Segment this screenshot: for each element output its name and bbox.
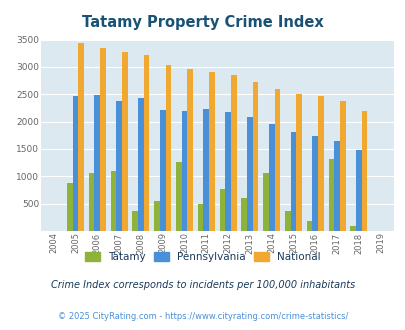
Bar: [339, 101, 345, 231]
Bar: [350, 225, 355, 231]
Bar: [230, 75, 236, 231]
Bar: [72, 96, 78, 231]
Legend: Tatamy, Pennsylvania, National: Tatamy, Pennsylvania, National: [81, 248, 324, 266]
Bar: [361, 111, 367, 231]
Bar: [296, 94, 301, 231]
Bar: [252, 82, 258, 231]
Bar: [138, 98, 143, 231]
Bar: [247, 117, 252, 231]
Bar: [262, 173, 268, 231]
Bar: [89, 173, 94, 231]
Bar: [67, 183, 72, 231]
Bar: [132, 211, 138, 231]
Text: © 2025 CityRating.com - https://www.cityrating.com/crime-statistics/: © 2025 CityRating.com - https://www.city…: [58, 312, 347, 321]
Bar: [312, 136, 318, 231]
Bar: [187, 69, 192, 231]
Bar: [355, 149, 361, 231]
Bar: [203, 109, 209, 231]
Bar: [209, 72, 214, 231]
Bar: [181, 111, 187, 231]
Bar: [176, 162, 181, 231]
Bar: [160, 110, 165, 231]
Bar: [268, 124, 274, 231]
Bar: [318, 96, 323, 231]
Bar: [78, 43, 84, 231]
Bar: [219, 189, 225, 231]
Bar: [94, 95, 100, 231]
Text: Crime Index corresponds to incidents per 100,000 inhabitants: Crime Index corresponds to incidents per…: [51, 280, 354, 290]
Bar: [328, 159, 333, 231]
Bar: [165, 65, 171, 231]
Bar: [225, 112, 230, 231]
Bar: [143, 55, 149, 231]
Bar: [274, 89, 279, 231]
Bar: [284, 211, 290, 231]
Bar: [154, 201, 160, 231]
Bar: [290, 132, 296, 231]
Text: Tatamy Property Crime Index: Tatamy Property Crime Index: [82, 15, 323, 30]
Bar: [122, 52, 127, 231]
Bar: [306, 221, 312, 231]
Bar: [100, 49, 106, 231]
Bar: [241, 198, 247, 231]
Bar: [116, 101, 121, 231]
Bar: [110, 171, 116, 231]
Bar: [333, 141, 339, 231]
Bar: [197, 204, 203, 231]
